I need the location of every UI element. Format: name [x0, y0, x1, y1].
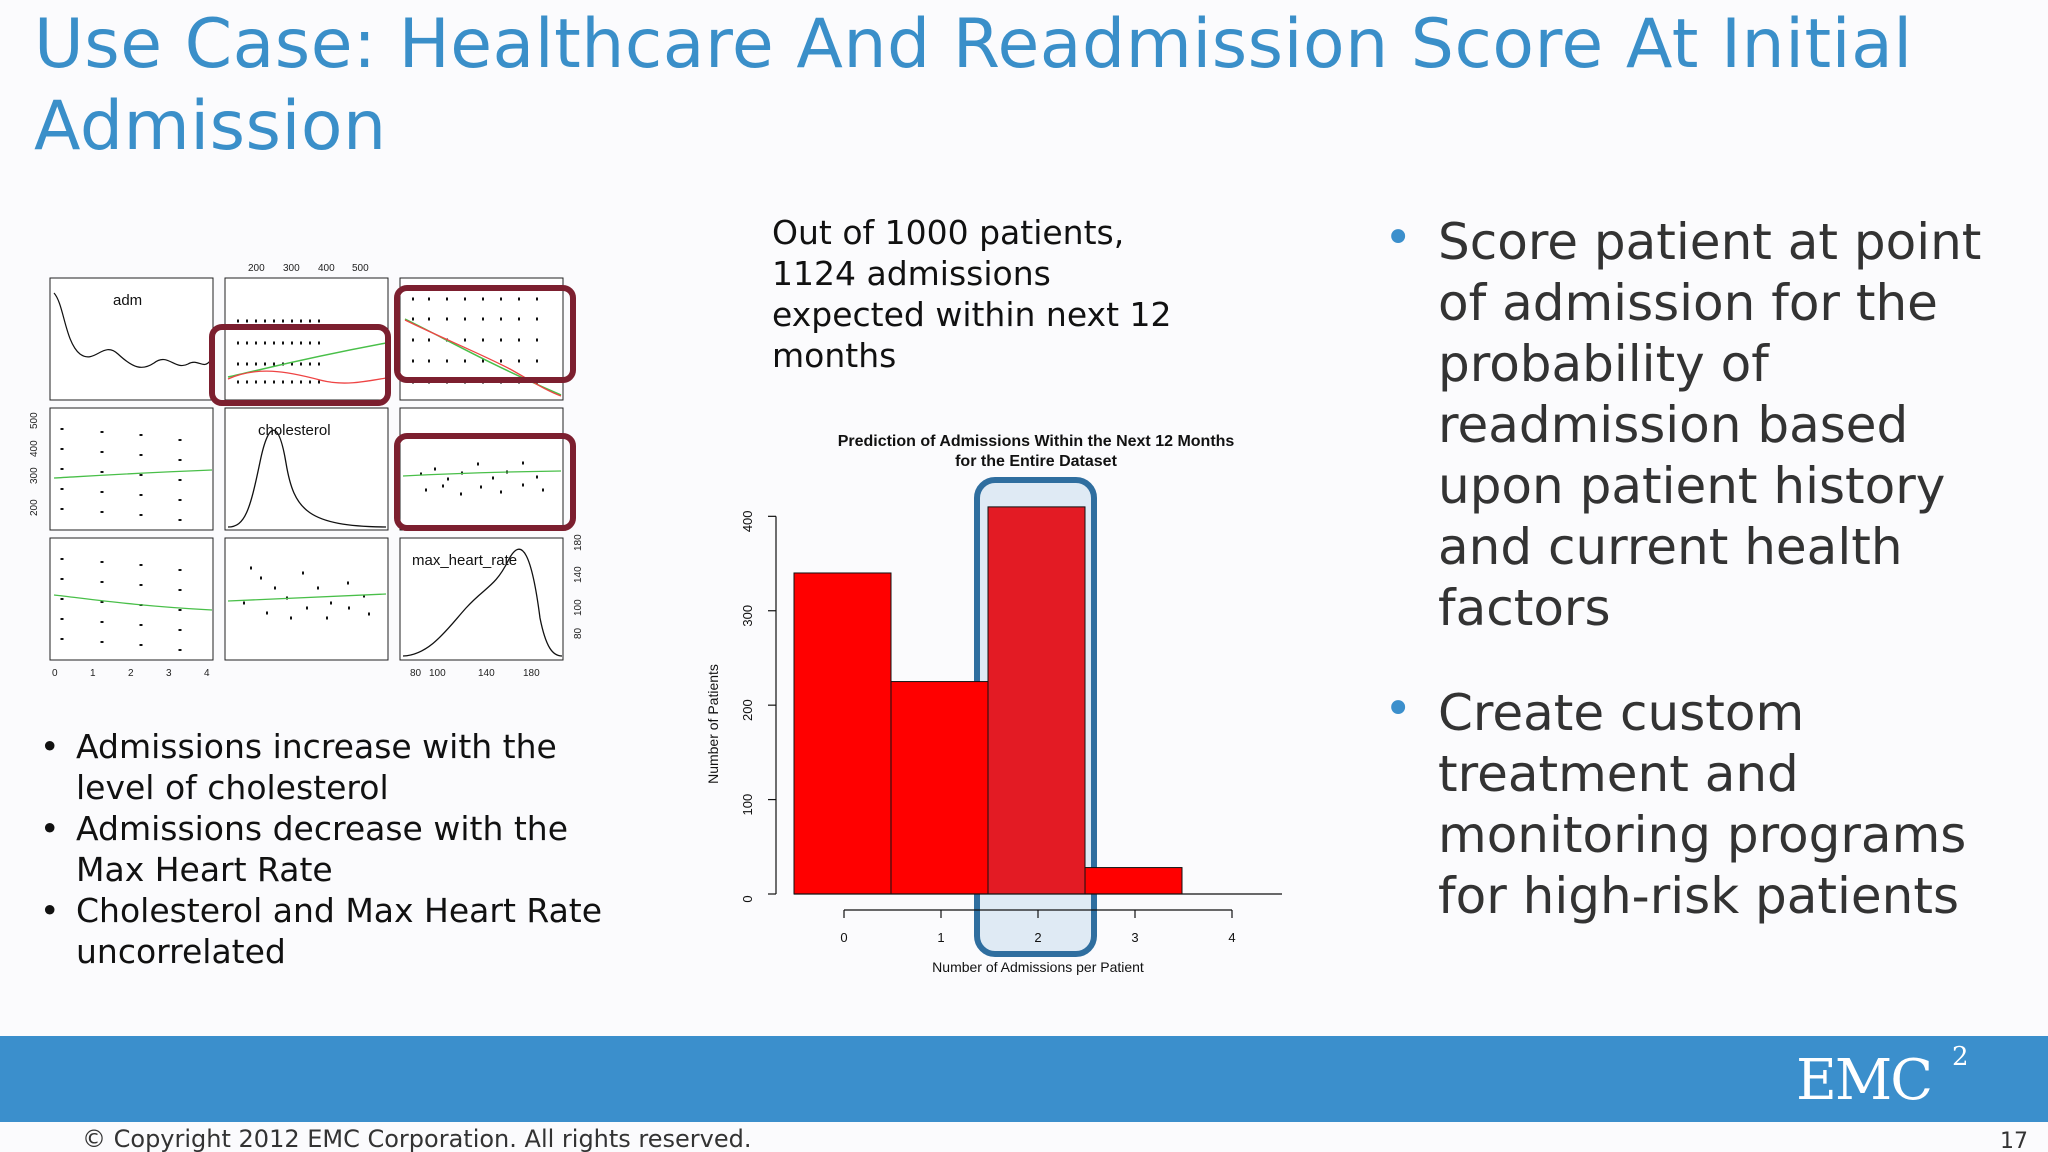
chart-y-tick-label-400: 400: [740, 510, 755, 532]
matrix-panel-adm-density: [49, 277, 214, 401]
matrix-panel-cholesterol-adm: [49, 407, 214, 531]
highlight-box-adm-cholesterol: [209, 324, 391, 406]
cholesterol-heart-rate-green-line: [402, 470, 562, 477]
matrix-bottom-tick-1: 1: [90, 668, 96, 678]
chart-x-tick-label-2: 2: [1034, 930, 1041, 945]
matrix-label-adm: adm: [113, 292, 142, 309]
cholesterol-adm-green-line: [53, 469, 213, 479]
matrix-right-tick-140: 140: [573, 566, 584, 583]
matrix-finding-3: Cholesterol and Max Heart Rate uncorrela…: [40, 890, 640, 972]
chart-y-axis-label: Number of Patients: [705, 664, 721, 784]
matrix-panel-heart-rate-adm: [49, 537, 214, 661]
matrix-panel-heart-rate-cholesterol: [224, 537, 389, 661]
chart-title-line-2: for the Entire Dataset: [955, 453, 1117, 470]
chart-bar-2: [987, 506, 1086, 895]
adm-heart-rate-red-line: [404, 319, 562, 397]
matrix-bottom-right-tick-180: 180: [523, 668, 540, 678]
matrix-bottom-tick-2: 2: [128, 668, 134, 678]
highlight-box-cholesterol-heart-rate: [394, 433, 576, 531]
chart-y-tick-label-300: 300: [740, 605, 755, 627]
heart-rate-adm-green-line: [53, 594, 213, 611]
use-case-bullet-score: Score patient at point of admission for …: [1384, 208, 2024, 639]
admissions-summary: Out of 1000 patients, 1124 admissions ex…: [772, 213, 1172, 375]
adm-cholesterol-points: [237, 319, 320, 384]
chart-x-tick-label-4: 4: [1228, 930, 1235, 945]
highlight-box-adm-heart-rate: [394, 285, 576, 383]
admissions-histogram: Prediction of Admissions Within the Next…: [705, 433, 1282, 975]
chart-bar-3: [1084, 867, 1183, 895]
chart-y-tick-label-0: 0: [740, 895, 755, 902]
matrix-bottom-tick-0: 0: [52, 668, 58, 678]
heart-rate-density-curve: [402, 548, 563, 657]
slide-title: Use Case: Healthcare And Readmission Sco…: [34, 5, 1913, 166]
matrix-findings-list: Admissions increase with the level of ch…: [40, 726, 640, 972]
emc-logo-superscript: 2: [1952, 1042, 1969, 1072]
matrix-bottom-tick-4: 4: [204, 668, 210, 678]
pairs-scatterplot-matrix: adm cholesterol max_heart_rate 200 300 4…: [30, 258, 590, 678]
emc-logo: EMC: [1796, 1048, 1933, 1113]
matrix-top-tick-300: 300: [283, 263, 300, 274]
matrix-scatter-points: [60, 297, 544, 651]
matrix-top-tick-400: 400: [318, 263, 335, 274]
use-case-bullet-programs: Create custom treatment and monitoring p…: [1384, 679, 2024, 927]
adm-cholesterol-red-line: [227, 370, 387, 384]
chart-x-tick-label-3: 3: [1131, 930, 1138, 945]
chart-x-axis-label: Number of Admissions per Patient: [932, 959, 1144, 975]
matrix-bottom-right-tick-100: 100: [429, 668, 446, 678]
copyright-text: © Copyright 2012 EMC Corporation. All ri…: [82, 1125, 752, 1152]
adm-density-curve: [53, 292, 211, 368]
matrix-highlight-boxes: [209, 285, 576, 531]
matrix-bottom-right-tick-80: 80: [410, 668, 422, 678]
matrix-label-cholesterol: cholesterol: [258, 422, 331, 439]
chart-title-line-1: Prediction of Admissions Within the Next…: [838, 433, 1235, 450]
matrix-right-tick-100: 100: [573, 599, 584, 616]
use-case-bullets: Score patient at point of admission for …: [1384, 208, 2024, 971]
heart-rate-cholesterol-green-line: [227, 593, 387, 602]
matrix-right-tick-180: 180: [573, 534, 584, 551]
chart-x-tick-label-1: 1: [937, 930, 944, 945]
matrix-panel-heart-rate-density: [399, 537, 564, 661]
matrix-panel-cholesterol-heart-rate: [399, 407, 564, 531]
chart-y-tick-label-200: 200: [740, 699, 755, 721]
matrix-bottom-right-tick-140: 140: [478, 668, 495, 678]
matrix-fitted-lines: [53, 318, 562, 611]
matrix-bottom-tick-3: 3: [166, 668, 172, 678]
matrix-panel-adm-cholesterol: [224, 277, 389, 401]
chart-x-tick-label-0: 0: [840, 930, 847, 945]
matrix-left-tick-500: 500: [30, 412, 40, 429]
matrix-left-tick-300: 300: [30, 467, 40, 484]
heart-rate-adm-points: [60, 558, 182, 651]
matrix-panel-cholesterol-density: [224, 407, 389, 531]
matrix-label-max-heart-rate: max_heart_rate: [412, 552, 517, 569]
footer-band: [0, 1036, 2048, 1122]
chart-y-tick-label-100: 100: [740, 794, 755, 816]
matrix-finding-2: Admissions decrease with the Max Heart R…: [40, 808, 640, 890]
cholesterol-density-curve: [227, 429, 387, 528]
matrix-finding-1: Admissions increase with the level of ch…: [40, 726, 640, 808]
chart-bar-1: [890, 681, 989, 895]
matrix-left-tick-400: 400: [30, 440, 40, 457]
matrix-left-tick-200: 200: [30, 499, 40, 516]
matrix-top-tick-500: 500: [352, 263, 369, 274]
page-number: 17: [2000, 1129, 2028, 1152]
matrix-top-tick-200: 200: [248, 263, 265, 274]
cholesterol-adm-points: [60, 428, 182, 521]
matrix-right-tick-80: 80: [573, 627, 584, 639]
chart-bar-0: [793, 572, 892, 895]
